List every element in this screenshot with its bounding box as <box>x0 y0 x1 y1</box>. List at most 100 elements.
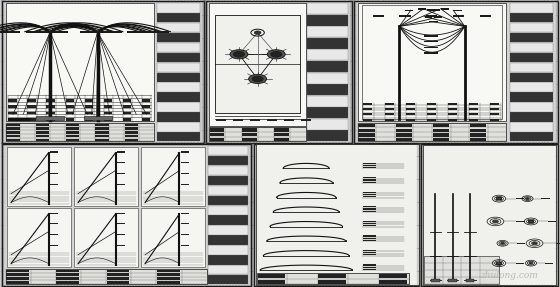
Bar <box>358 3 506 121</box>
Bar <box>545 263 553 264</box>
Bar <box>209 3 306 126</box>
Bar <box>510 33 553 42</box>
Bar <box>6 269 29 272</box>
Bar <box>363 250 376 251</box>
Bar <box>10 31 21 33</box>
Bar <box>142 112 150 114</box>
Bar <box>256 144 419 285</box>
Bar <box>254 144 419 286</box>
Bar <box>66 131 79 134</box>
Bar <box>8 99 17 102</box>
Bar <box>470 129 487 132</box>
Bar <box>36 127 49 130</box>
Bar <box>57 31 68 33</box>
Bar <box>358 124 375 127</box>
Bar <box>157 281 180 284</box>
Bar <box>50 152 58 153</box>
Bar <box>363 196 376 197</box>
Circle shape <box>493 220 498 223</box>
Bar <box>510 112 553 122</box>
Bar <box>95 139 109 141</box>
Bar <box>125 124 138 126</box>
Circle shape <box>252 76 263 82</box>
Bar <box>66 112 74 114</box>
Bar <box>66 127 79 130</box>
Circle shape <box>230 50 248 59</box>
Bar <box>95 124 109 126</box>
Bar <box>46 112 55 114</box>
Bar <box>6 123 154 141</box>
Bar <box>542 198 550 199</box>
Bar <box>125 139 138 141</box>
Bar <box>85 31 96 33</box>
Bar <box>210 133 225 136</box>
Bar <box>454 9 461 11</box>
Bar <box>48 31 59 33</box>
Bar <box>432 133 449 137</box>
Bar <box>1 31 12 33</box>
Circle shape <box>270 51 282 57</box>
Bar <box>319 280 346 284</box>
Bar <box>181 162 189 163</box>
Bar <box>258 280 285 284</box>
Bar <box>208 245 248 255</box>
Bar <box>104 112 112 114</box>
Bar <box>424 16 432 18</box>
Bar <box>7 208 71 267</box>
Bar <box>469 119 478 121</box>
Bar <box>141 31 152 33</box>
Bar <box>363 211 376 212</box>
Bar <box>99 31 110 33</box>
Bar <box>510 3 553 13</box>
Bar <box>432 124 449 127</box>
Bar <box>123 105 131 108</box>
Bar <box>385 113 394 115</box>
Bar <box>385 119 394 121</box>
Bar <box>110 31 122 33</box>
Bar <box>50 234 58 235</box>
Bar <box>125 131 138 134</box>
Bar <box>181 213 189 214</box>
Bar <box>510 82 553 92</box>
Bar <box>250 119 260 121</box>
Bar <box>150 31 161 33</box>
Bar <box>510 122 553 131</box>
Bar <box>490 108 499 110</box>
Bar <box>106 269 129 272</box>
Bar <box>46 99 55 102</box>
Bar <box>74 147 138 206</box>
Bar <box>85 112 93 114</box>
Bar <box>448 108 457 110</box>
Bar <box>136 31 147 33</box>
Bar <box>363 252 376 253</box>
Bar <box>395 124 412 127</box>
Bar <box>448 103 457 105</box>
Bar <box>424 35 438 37</box>
Bar <box>516 221 525 222</box>
Bar <box>242 138 256 141</box>
Bar <box>405 119 414 121</box>
Circle shape <box>501 243 504 244</box>
Bar <box>307 131 348 141</box>
Bar <box>157 132 200 141</box>
Bar <box>470 124 487 127</box>
Bar <box>307 119 348 130</box>
Bar <box>424 41 438 42</box>
Bar <box>102 31 113 33</box>
Bar <box>510 63 553 72</box>
Bar <box>6 135 20 137</box>
Bar <box>441 8 449 9</box>
Bar <box>490 113 499 115</box>
Bar <box>363 267 376 268</box>
Bar <box>34 31 45 33</box>
Bar <box>104 99 112 102</box>
Bar <box>432 138 449 141</box>
Bar <box>510 23 553 32</box>
Bar <box>307 15 348 26</box>
Bar <box>363 108 372 110</box>
Bar <box>66 105 74 108</box>
Bar <box>469 103 478 105</box>
Bar <box>57 281 79 284</box>
Bar <box>50 223 58 224</box>
Bar <box>490 103 499 105</box>
